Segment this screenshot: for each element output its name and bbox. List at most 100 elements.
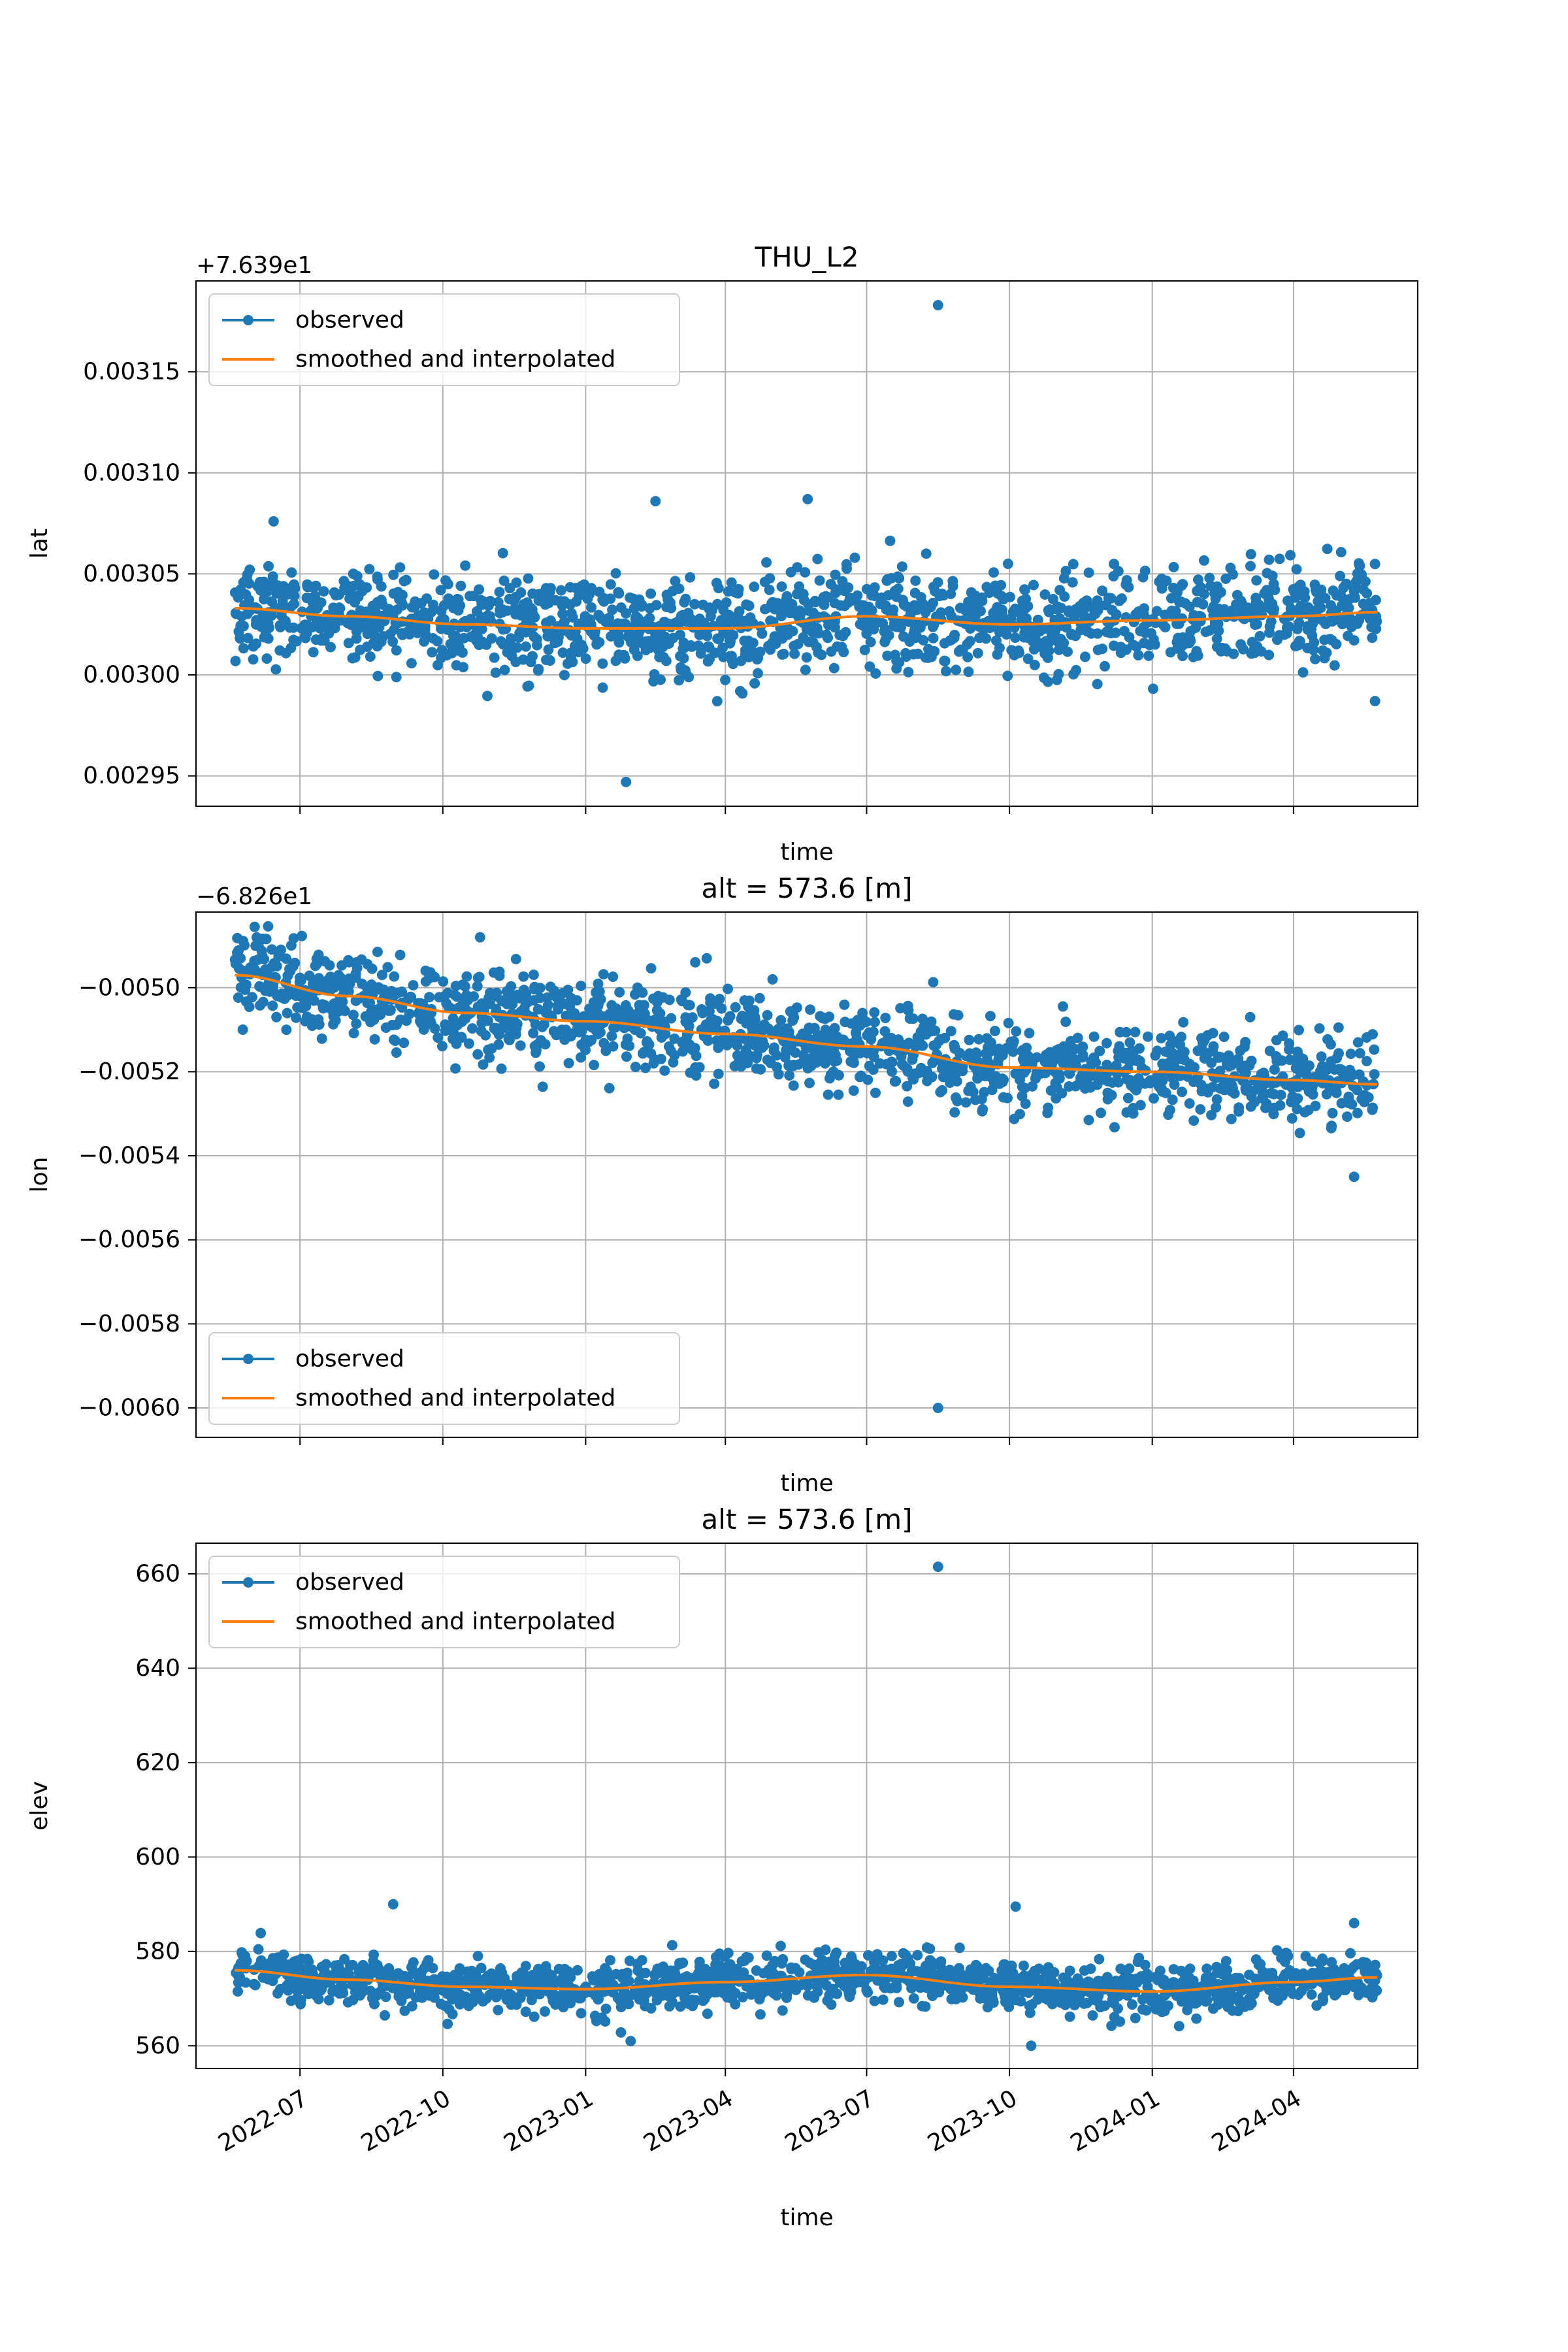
- observed-point: [472, 1951, 483, 1961]
- observed-point: [1184, 1963, 1196, 1974]
- observed-point: [455, 580, 466, 591]
- observed-point: [990, 1071, 1002, 1082]
- observed-point: [1022, 600, 1034, 612]
- observed-point: [781, 1023, 792, 1034]
- observed-point: [1268, 1109, 1279, 1120]
- observed-point: [1277, 1030, 1288, 1041]
- observed-point: [776, 611, 787, 621]
- observed-point: [1127, 1999, 1137, 2010]
- panel-1: 0.002950.003000.003050.003100.00315+7.63…: [26, 241, 1418, 866]
- observed-point: [1010, 1901, 1021, 1912]
- observed-points: [229, 300, 1382, 787]
- observed-point: [891, 617, 902, 629]
- observed-point: [877, 1994, 889, 2005]
- observed-point: [606, 1030, 617, 1041]
- observed-point: [1226, 1113, 1237, 1124]
- observed-point: [281, 1024, 292, 1036]
- observed-point: [515, 587, 527, 598]
- observed-point: [576, 2008, 587, 2019]
- observed-point: [316, 1033, 327, 1044]
- observed-point: [1021, 1064, 1032, 1075]
- observed-point: [1094, 601, 1105, 612]
- observed-point: [263, 633, 274, 644]
- observed-point: [421, 1958, 433, 1969]
- observed-point: [690, 956, 701, 968]
- observed-point: [1094, 1953, 1105, 1965]
- observed-point: [819, 599, 830, 610]
- observed-point: [832, 1988, 843, 1999]
- observed-point: [912, 1950, 923, 1961]
- observed-point: [523, 573, 534, 584]
- observed-point: [433, 1032, 444, 1043]
- observed-point: [267, 944, 278, 955]
- observed-point: [1138, 621, 1149, 632]
- observed-point: [973, 1034, 985, 1045]
- observed-point: [449, 989, 461, 1000]
- observed-point: [845, 1056, 857, 1067]
- observed-point: [635, 1015, 646, 1026]
- observed-point: [1026, 1999, 1037, 2010]
- x-tick-label: 2024-01: [1066, 2085, 1165, 2157]
- observed-point: [272, 1988, 283, 1999]
- observed-point: [1321, 1088, 1332, 1100]
- observed-point: [1102, 1094, 1113, 1105]
- observed-point: [1335, 570, 1346, 581]
- observed-point: [1036, 1991, 1047, 2002]
- observed-point: [1075, 618, 1086, 629]
- observed-point: [1043, 637, 1054, 648]
- observed-point: [348, 1009, 359, 1021]
- observed-point: [553, 1004, 564, 1015]
- observed-point: [547, 1987, 558, 1999]
- observed-point: [1156, 1033, 1167, 1044]
- observed-point: [1097, 1976, 1107, 1987]
- observed-point: [789, 648, 800, 659]
- observed-point: [580, 1045, 591, 1055]
- observed-point: [593, 1009, 604, 1020]
- observed-point: [1311, 2000, 1322, 2011]
- observed-point: [578, 1011, 589, 1022]
- observed-point: [346, 591, 357, 602]
- observed-point: [244, 969, 255, 980]
- observed-point: [1367, 1104, 1378, 1115]
- observed-point: [306, 1014, 318, 1025]
- legend-label-observed: observed: [295, 1569, 404, 1596]
- observed-point: [757, 1042, 768, 1053]
- observed-point: [1286, 1113, 1298, 1124]
- observed-point: [1316, 1051, 1327, 1062]
- observed-point: [285, 966, 296, 977]
- observed-point: [1271, 1945, 1282, 1956]
- observed-point: [833, 1070, 844, 1081]
- observed-point: [323, 1995, 335, 2006]
- observed-point: [811, 642, 822, 653]
- observed-point: [689, 598, 700, 610]
- observed-point: [480, 614, 490, 625]
- observed-point: [1184, 1098, 1195, 1109]
- observed-point: [840, 1017, 851, 1028]
- observed-point: [454, 1999, 465, 2010]
- observed-point: [1308, 644, 1319, 655]
- observed-point: [1139, 565, 1151, 576]
- x-tick-label: 2023-07: [781, 2085, 879, 2157]
- observed-point: [736, 655, 747, 666]
- observed-point: [1088, 1052, 1100, 1063]
- observed-point: [640, 1062, 651, 1073]
- observed-point: [604, 1083, 615, 1094]
- observed-point: [520, 2006, 531, 2017]
- observed-point: [336, 960, 348, 971]
- observed-point: [975, 1993, 986, 2004]
- observed-point: [939, 638, 950, 649]
- observed-point: [1097, 644, 1108, 655]
- observed-point: [565, 647, 576, 659]
- observed-point: [572, 633, 583, 644]
- observed-point: [1164, 1105, 1175, 1115]
- observed-point: [980, 1048, 991, 1059]
- observed-point: [801, 652, 812, 663]
- observed-point: [920, 2001, 931, 2012]
- observed-point: [237, 1949, 248, 1960]
- observed-point: [936, 1034, 946, 1045]
- observed-point: [502, 647, 513, 658]
- observed-point: [650, 1014, 661, 1025]
- observed-point: [456, 1032, 467, 1043]
- observed-point: [1142, 1031, 1153, 1042]
- observed-point: [348, 1028, 359, 1039]
